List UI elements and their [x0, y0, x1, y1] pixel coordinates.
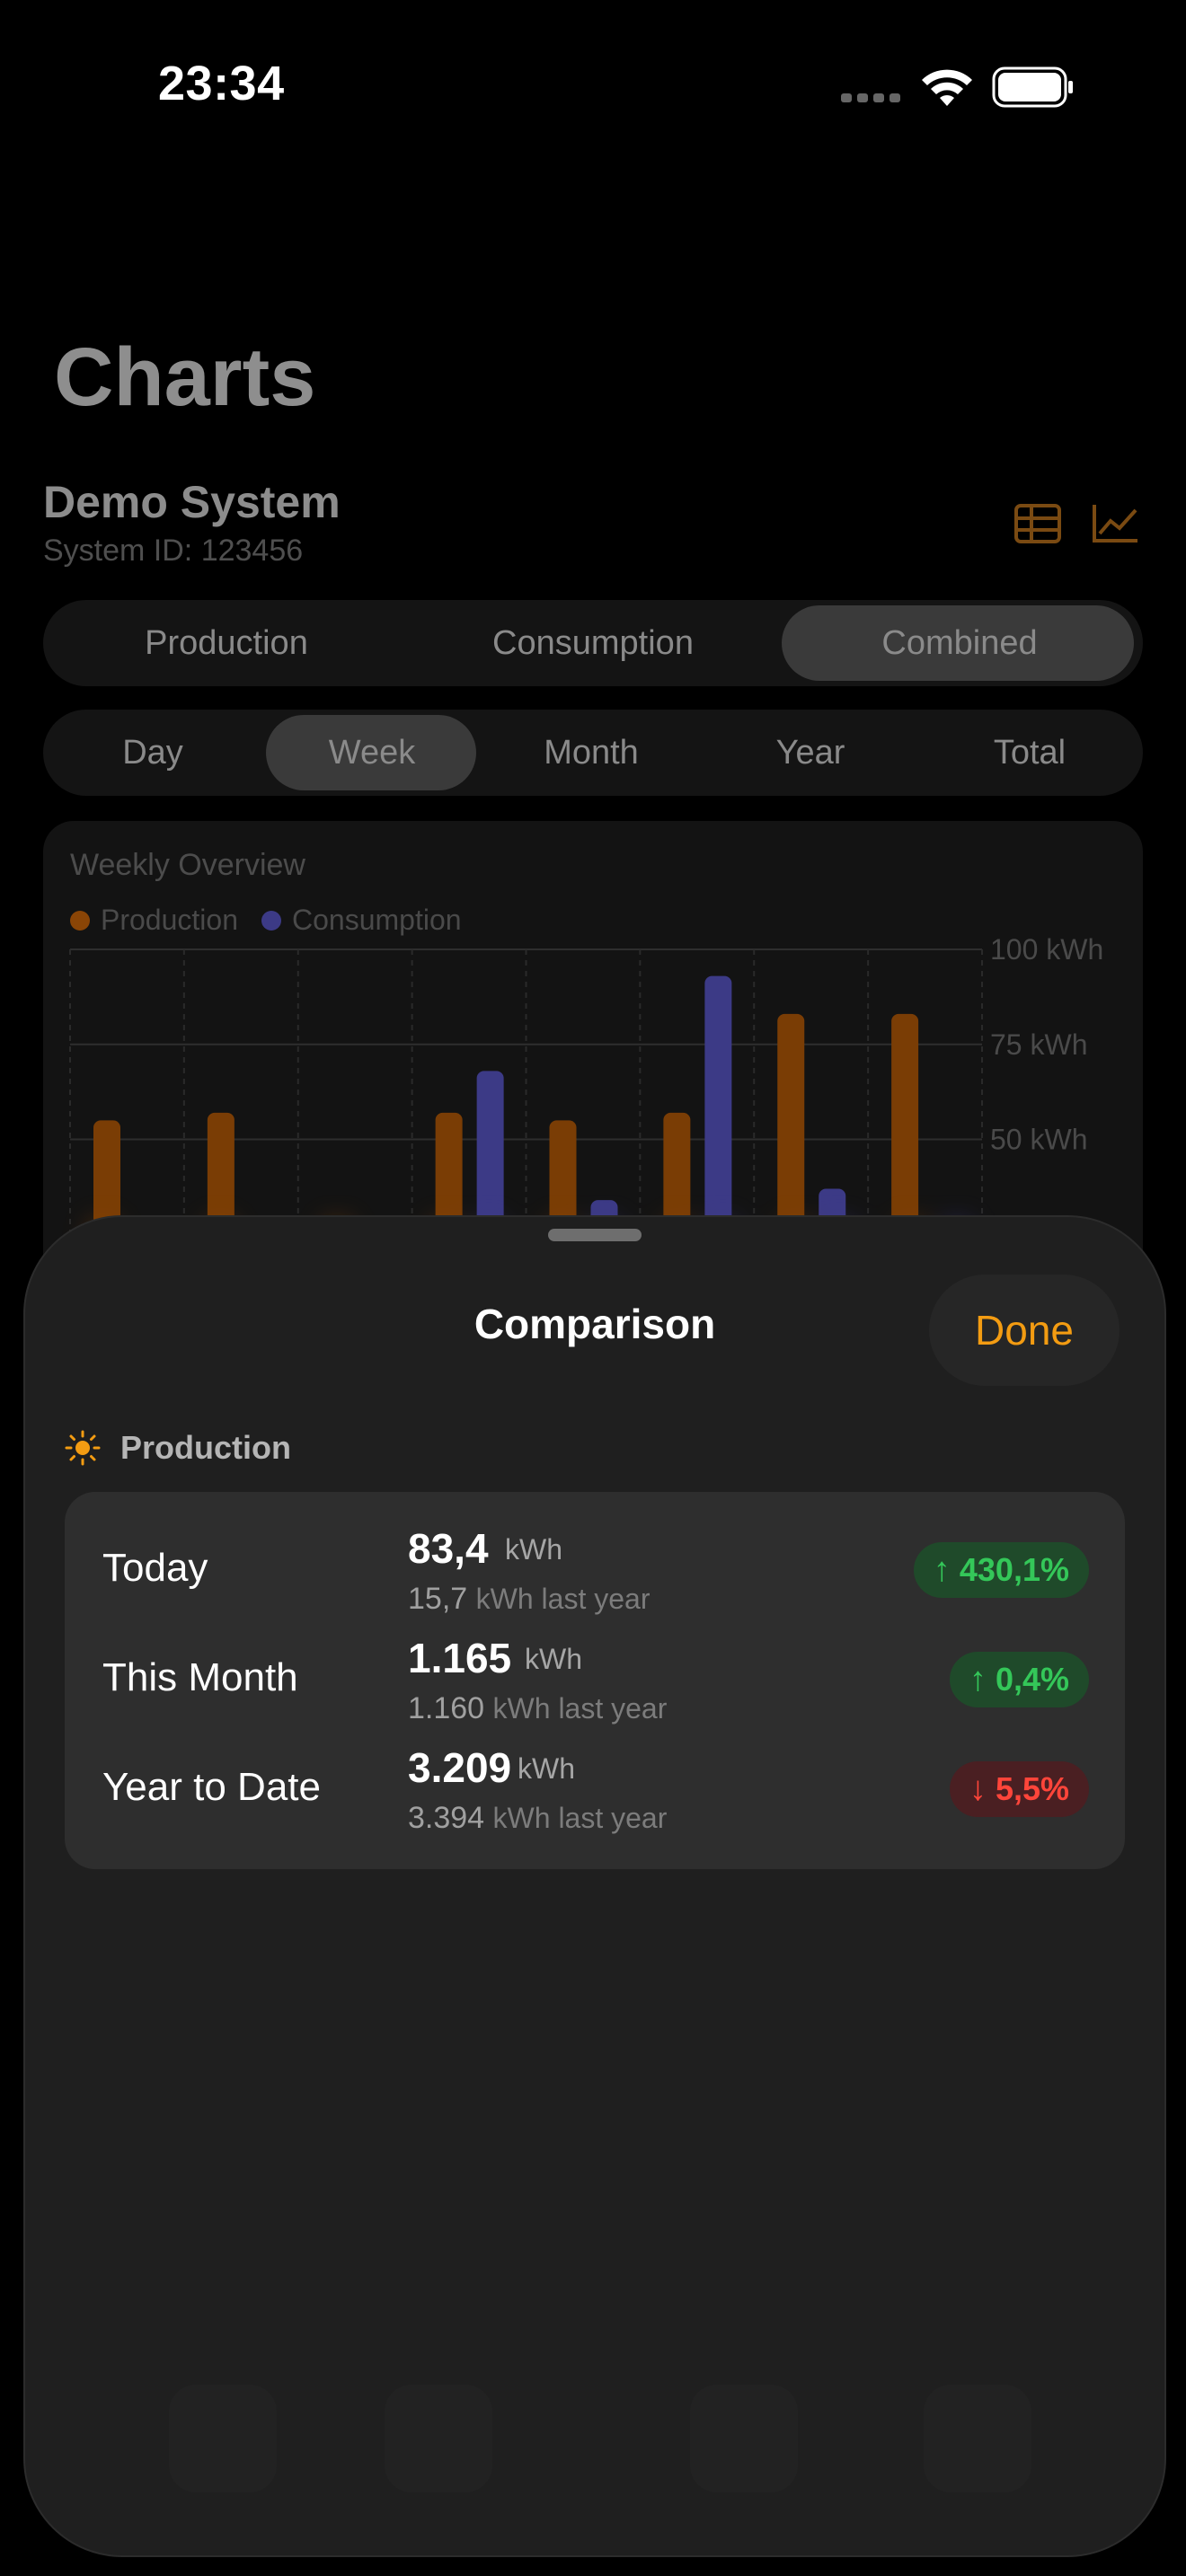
- line-chart-icon[interactable]: [1091, 501, 1139, 544]
- row-value: 83,4: [408, 1525, 489, 1572]
- period-segmented-control: Day Week Month Year Total: [43, 710, 1143, 796]
- cellular-signal-icon: [841, 93, 902, 102]
- sheet-title: Comparison: [474, 1301, 716, 1347]
- change-value: 0,4%: [995, 1661, 1069, 1698]
- done-button[interactable]: Done: [929, 1275, 1120, 1386]
- row-unit: kWh: [505, 1533, 562, 1566]
- arrow-up-icon: ↑: [933, 1550, 951, 1589]
- legend-consumption-label: Consumption: [291, 904, 462, 936]
- comparison-row-year-to-date: Year to Date 3.209 kWh 3.394 kWh last ye…: [65, 1738, 1125, 1848]
- tab-ghost-charts: [385, 2385, 492, 2492]
- y-tick-label: 75 kWh: [990, 1028, 1087, 1061]
- change-badge-up: ↑ 430,1%: [913, 1542, 1089, 1598]
- tab-year[interactable]: Year: [775, 734, 845, 772]
- tab-combined[interactable]: Combined: [881, 624, 1038, 662]
- table-view-icon[interactable]: [1013, 503, 1062, 544]
- row-unit: kWh: [525, 1643, 582, 1675]
- battery-icon: [992, 66, 1073, 108]
- legend-production: Production: [70, 904, 238, 937]
- row-unit: kWh: [518, 1752, 575, 1785]
- tab-week[interactable]: Week: [328, 734, 416, 772]
- mode-segmented-control: Production Consumption Combined: [43, 600, 1143, 686]
- status-time: 23:34: [158, 57, 285, 110]
- sheet-grabber[interactable]: [548, 1229, 642, 1241]
- sun-icon: [65, 1430, 101, 1466]
- tab-day[interactable]: Day: [122, 734, 183, 772]
- comparison-row-this-month: This Month 1.165 kWh 1.160 kWh last year…: [65, 1628, 1125, 1738]
- tab-ghost-settings: [924, 2385, 1031, 2492]
- tab-ghost-table: [690, 2385, 798, 2492]
- row-last-year: 1.160 kWh last year: [408, 1691, 667, 1726]
- legend-consumption: Consumption: [261, 904, 462, 937]
- row-value: 1.165: [408, 1635, 512, 1681]
- arrow-down-icon: ↓: [969, 1769, 987, 1808]
- row-label: Today: [102, 1546, 208, 1590]
- row-last-unit: kWh last year: [492, 1692, 668, 1725]
- chart-title: Weekly Overview: [70, 848, 305, 882]
- comparison-sheet: Comparison Done Production Today 83,4 kW…: [23, 1215, 1166, 2557]
- row-last-value: 1.160: [408, 1691, 485, 1725]
- legend-production-label: Production: [101, 904, 238, 936]
- done-button-label: Done: [975, 1307, 1074, 1354]
- system-name: Demo System: [43, 477, 341, 527]
- row-last-year: 3.394 kWh last year: [408, 1801, 667, 1836]
- y-tick-label: 50 kWh: [990, 1124, 1087, 1156]
- section-label-production: Production: [120, 1429, 291, 1466]
- period-selected-indicator: [266, 715, 476, 790]
- arrow-up-icon: ↑: [969, 1660, 987, 1698]
- tab-production[interactable]: Production: [145, 624, 308, 662]
- wifi-icon: [922, 69, 972, 106]
- legend-consumption-swatch: [261, 910, 281, 931]
- tab-month[interactable]: Month: [544, 734, 639, 772]
- row-label: Year to Date: [102, 1765, 321, 1809]
- change-value: 430,1%: [959, 1551, 1069, 1588]
- row-last-value: 3.394: [408, 1801, 485, 1835]
- legend-production-swatch: [70, 910, 90, 931]
- row-last-value: 15,7: [408, 1582, 468, 1616]
- tab-consumption[interactable]: Consumption: [492, 624, 694, 662]
- row-last-unit: kWh last year: [475, 1583, 651, 1615]
- change-value: 5,5%: [995, 1770, 1069, 1807]
- row-last-unit: kWh last year: [492, 1802, 668, 1834]
- system-id: System ID: 123456: [43, 534, 304, 568]
- comparison-row-today: Today 83,4 kWh 15,7 kWh last year ↑ 430,…: [65, 1519, 1125, 1628]
- tab-ghost-home: [169, 2385, 277, 2492]
- page-title: Charts: [54, 331, 316, 423]
- change-badge-down: ↓ 5,5%: [949, 1761, 1089, 1817]
- mode-selected-indicator: [782, 605, 1134, 681]
- row-value: 3.209: [408, 1744, 512, 1791]
- tab-total[interactable]: Total: [993, 734, 1067, 772]
- row-label: This Month: [102, 1655, 298, 1699]
- change-badge-up: ↑ 0,4%: [949, 1652, 1089, 1707]
- y-tick-label: 100 kWh: [990, 933, 1103, 966]
- chart-legend: Production Consumption: [70, 904, 485, 937]
- comparison-card: Today 83,4 kWh 15,7 kWh last year ↑ 430,…: [65, 1492, 1125, 1869]
- row-last-year: 15,7 kWh last year: [408, 1582, 650, 1617]
